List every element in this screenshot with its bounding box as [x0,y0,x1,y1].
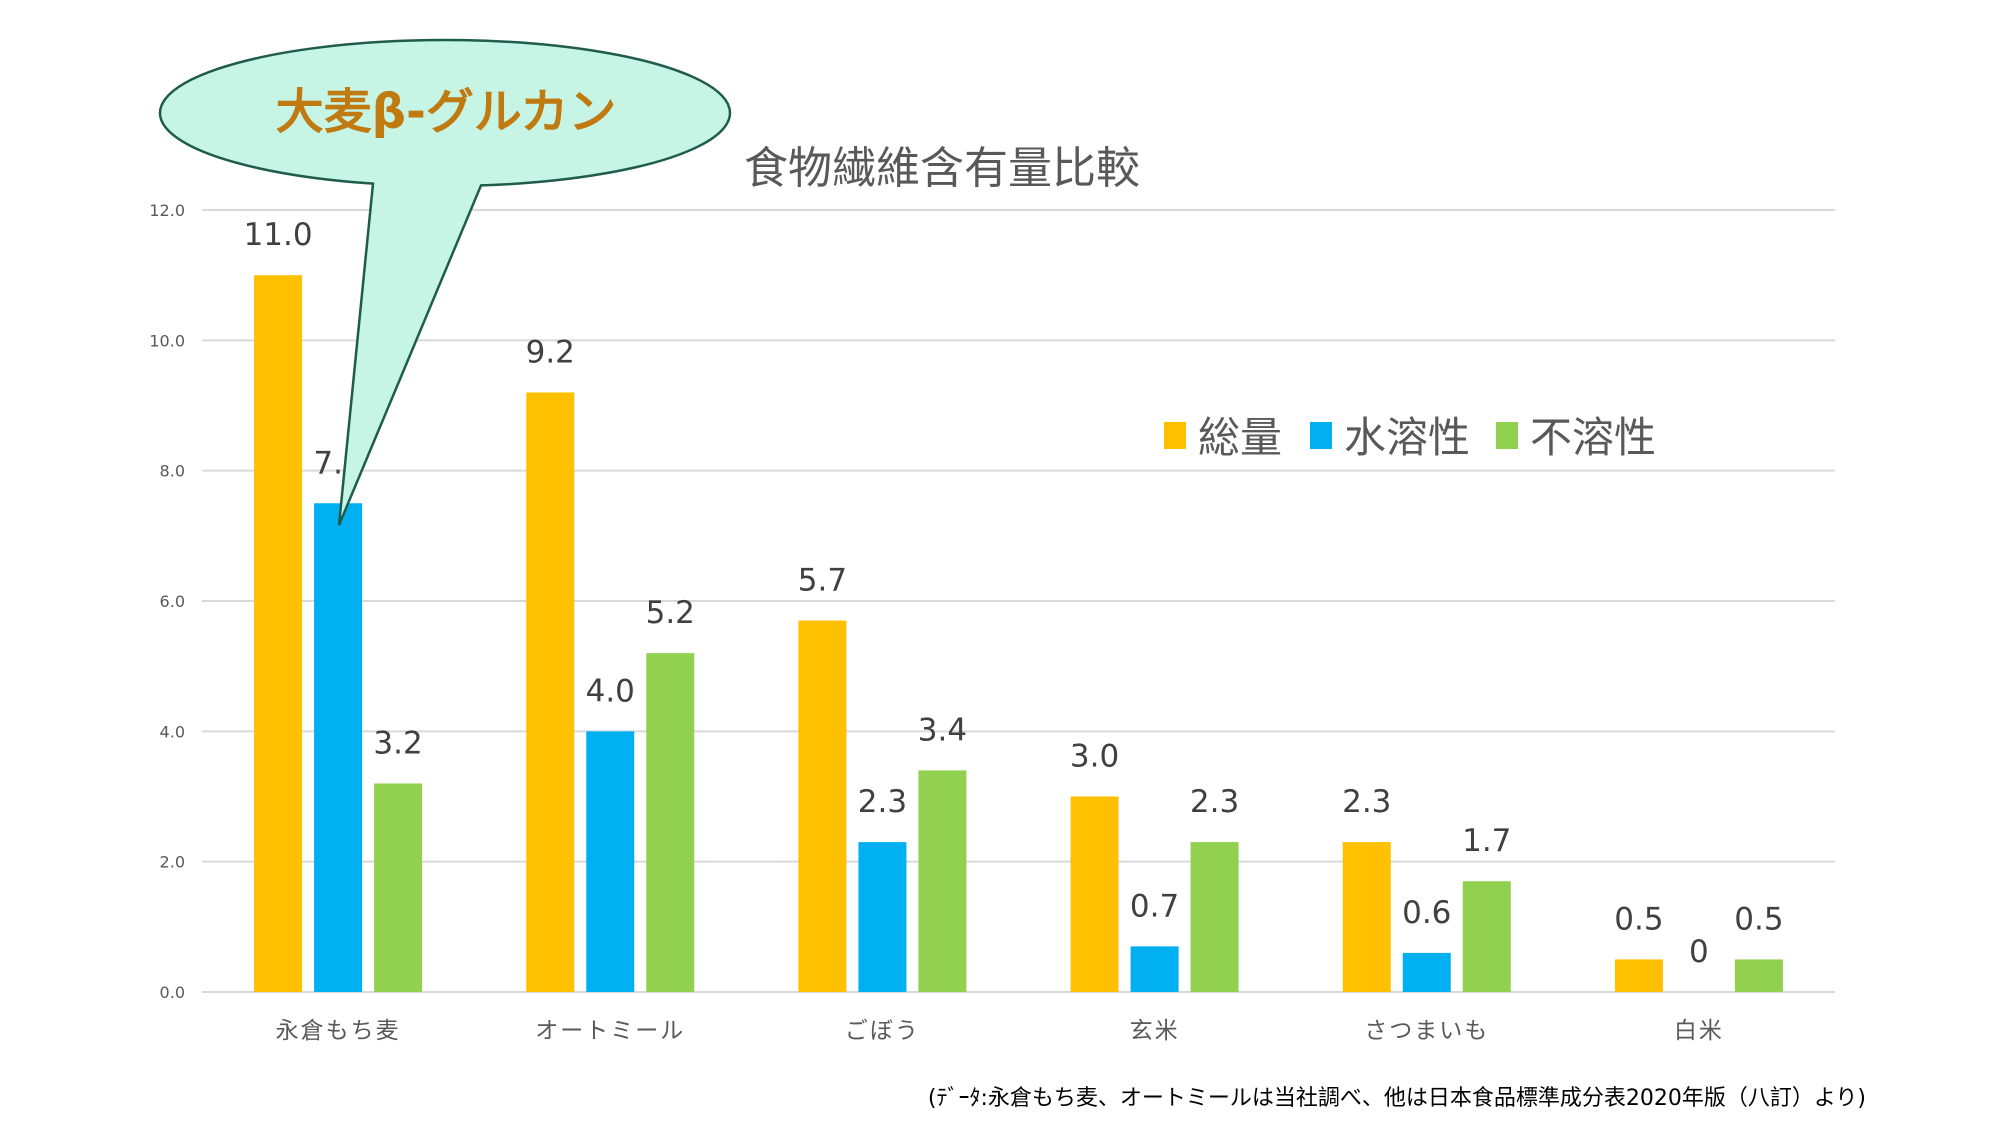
gridlines [202,209,1835,993]
x-category-label: オートミール [535,1018,685,1044]
bar-3 [374,783,423,992]
bar-3 [1190,842,1239,992]
bar-1 [1070,796,1119,992]
data-label: 4.0 [586,673,635,709]
data-label: 3.0 [1070,739,1119,775]
callout-text: 大麦β-グルカン [276,84,617,140]
x-axis-categories: 永倉もち麦 オートミール ごぼう 玄米 さつまいも 白米 [276,1018,1724,1044]
bars [254,275,1783,993]
data-label: 1.7 [1462,823,1511,859]
y-tick-label: 6.0 [160,592,185,611]
y-tick-label: 2.0 [160,853,185,872]
x-category-label: ごぼう [845,1018,920,1044]
bar-2 [858,842,907,992]
bar-2 [314,503,363,992]
y-tick-label: 12.0 [149,201,185,220]
x-category-label: さつまいも [1364,1018,1489,1044]
data-label: 0 [1689,934,1709,970]
legend: 総量 水溶性 不溶性 [1164,413,1656,462]
y-tick-label: 8.0 [160,462,185,481]
bar-3 [1734,959,1783,992]
chart-title: 食物繊維含有量比較 [744,143,1140,194]
data-label: 5.7 [798,563,847,599]
bar-2 [1130,946,1179,992]
callout-shape [158,38,732,526]
y-tick-label: 4.0 [160,722,185,741]
bar-2 [1402,952,1451,992]
data-label: 3.2 [373,725,422,761]
data-label: 0.5 [1734,901,1783,937]
data-label: 5.2 [646,595,695,631]
bar-1 [1342,842,1391,992]
y-axis-ticks: 0.0 2.0 4.0 6.0 8.0 10.0 12.0 [149,201,185,1002]
legend-label: 総量 [1198,413,1282,462]
data-label: 2.3 [1190,784,1239,820]
bar-3 [1462,881,1511,992]
footnote-source: (ﾃﾞｰﾀ:永倉もち麦、オートミールは当社調べ、他は日本食品標準成分表2020年… [928,1086,1866,1111]
data-label: 0.7 [1130,888,1179,924]
data-label: 2.3 [858,784,907,820]
data-label: 2.3 [1342,784,1391,820]
y-tick-label: 0.0 [160,983,185,1002]
y-tick-label: 10.0 [149,331,185,350]
bar-1 [1614,959,1663,992]
data-label: 0.6 [1402,895,1451,931]
data-label: 3.4 [918,712,967,748]
bar-2 [586,731,635,992]
bar-1 [254,275,303,993]
bar-3 [918,770,967,992]
bar-3 [646,653,695,992]
x-category-label: 永倉もち麦 [276,1018,401,1044]
data-label: 9.2 [526,334,575,370]
data-label: 11.0 [244,217,313,253]
legend-label: 水溶性 [1344,413,1470,462]
x-category-label: 玄米 [1130,1018,1180,1044]
legend-swatch [1496,422,1518,449]
bar-1 [798,620,847,992]
callout-balloon: 大麦β-グルカン [158,38,732,526]
data-label: 0.5 [1614,901,1663,937]
legend-swatch [1164,422,1186,449]
legend-swatch [1310,422,1332,449]
legend-label: 不溶性 [1530,413,1656,462]
bar-1 [526,392,575,992]
x-category-label: 白米 [1674,1018,1724,1044]
data-labels: 11.09.25.73.02.30.57.54.02.30.7 0.603.25.… [244,217,1784,970]
